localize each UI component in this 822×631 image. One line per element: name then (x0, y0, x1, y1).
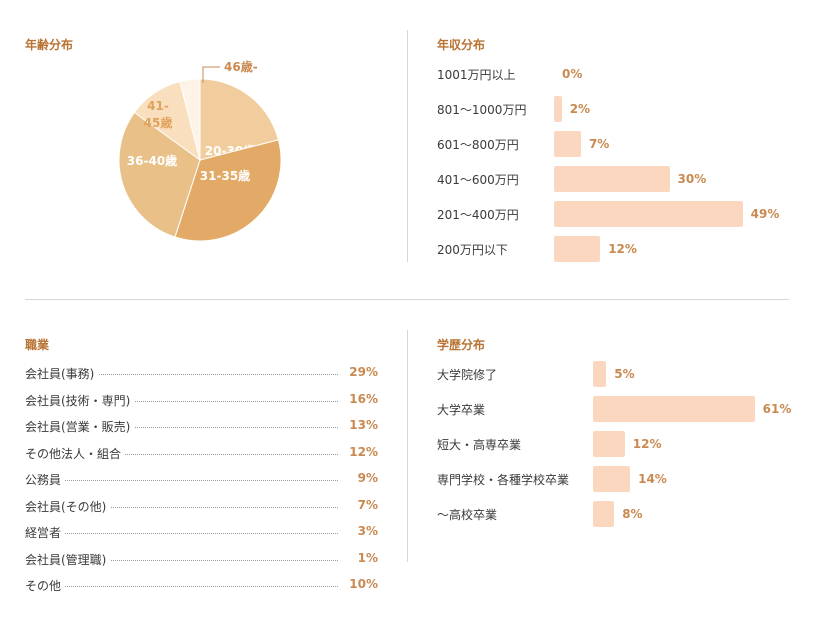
occupation-row: 会社員(管理職) 1% (25, 550, 378, 569)
occupation-label: 会社員(管理職) (25, 550, 111, 568)
dotted-leader (25, 480, 338, 481)
bar-category-label: 専門学校・各種学校卒業 (437, 473, 570, 487)
bar-row: 大学院修了 5% (437, 361, 797, 387)
bar-row: 401～600万円 30% (437, 166, 797, 192)
bar-row: 200万円以下 12% (437, 236, 797, 262)
bar-row: 1001万円以上 0% (437, 61, 797, 87)
pie-slice-label: 46歳- (224, 59, 258, 74)
occupation-row: その他 10% (25, 577, 378, 595)
pie-slice-label: 31-35歳 (200, 168, 250, 183)
bar-category-label: 200万円以下 (437, 243, 508, 257)
bar (593, 466, 631, 492)
bar (593, 501, 615, 527)
bar-value-label: 12% (608, 242, 637, 256)
bar (554, 166, 670, 192)
bar (593, 431, 625, 457)
bar-row: 801～1000万円 2% (437, 96, 797, 122)
bar-category-label: 短大・高専卒業 (437, 438, 522, 452)
bar (554, 236, 601, 262)
horizontal-divider (25, 299, 789, 300)
vertical-divider-top (407, 30, 408, 262)
bar-category-label: 801～1000万円 (437, 103, 527, 117)
bar-value-label: 5% (614, 367, 635, 381)
bar-category-label: 大学卒業 (437, 403, 486, 417)
occupation-label: 公務員 (25, 471, 66, 488)
bar-category-label: 201～400万円 (437, 208, 519, 222)
bar-category-label: 1001万円以上 (437, 68, 516, 82)
income-section-title: 年収分布 (437, 38, 486, 52)
dotted-leader (25, 559, 338, 561)
occupation-value: 12% (343, 444, 378, 459)
occupation-label: 会社員(営業・販売) (25, 418, 135, 435)
occupation-row: 会社員(その他) 7% (25, 497, 378, 516)
occupation-row: 経営者 3% (25, 524, 378, 542)
bar-row: 201～400万円 49% (437, 201, 797, 227)
occupation-row: 会社員(事務) 29% (25, 365, 378, 383)
occupation-label: 会社員(技術・専門) (25, 391, 135, 409)
occupation-value: 1% (351, 550, 378, 565)
bar-row: 専門学校・各種学校卒業 14% (437, 466, 797, 492)
pie-leader-line (202, 66, 220, 83)
vertical-divider-bottom (407, 330, 408, 562)
occupation-value: 13% (343, 418, 378, 432)
occupation-value: 3% (351, 524, 378, 538)
pie-slice-label: 41-45歳 (144, 99, 173, 130)
bar-category-label: 大学院修了 (437, 368, 498, 382)
dotted-leader (25, 427, 338, 428)
bar-value-label: 49% (750, 207, 780, 221)
occupation-label: 経営者 (25, 524, 66, 541)
occupation-label: 会社員(事務) (25, 365, 99, 382)
occupation-label: その他 (25, 577, 66, 594)
bar (554, 131, 581, 157)
bar (593, 361, 607, 387)
bar-value-label: 0% (562, 67, 583, 81)
pie-slice (179, 78, 201, 161)
pie-slice (199, 78, 280, 161)
occupation-section-title: 職業 (25, 338, 50, 352)
occupation-value: 10% (343, 577, 378, 591)
bar-category-label: ～高校卒業 (437, 508, 498, 522)
bar-row: ～高校卒業 8% (437, 501, 797, 527)
bar-value-label: 61% (762, 402, 792, 416)
education-section-title: 学歴分布 (437, 338, 486, 352)
occupation-value: 9% (351, 471, 378, 485)
pie-slice-label: 36-40歳 (127, 153, 177, 168)
bar-category-label: 601～800万円 (437, 138, 519, 152)
occupation-label: その他法人・組合 (25, 444, 126, 462)
dotted-leader (25, 453, 338, 455)
bar (554, 201, 743, 227)
dotted-leader (25, 533, 338, 534)
bar (554, 96, 562, 122)
dotted-leader (25, 586, 338, 587)
bar-category-label: 401～600万円 (437, 173, 519, 187)
occupation-value: 16% (343, 391, 378, 406)
occupation-row: 公務員 9% (25, 471, 378, 489)
age-section-title: 年齢分布 (25, 38, 74, 52)
dotted-leader (25, 506, 338, 508)
bar-value-label: 12% (632, 437, 662, 451)
occupation-value: 7% (351, 497, 378, 512)
bar-row: 大学卒業 61% (437, 396, 797, 422)
bar-row: 短大・高専卒業 12% (437, 431, 797, 457)
occupation-row: 会社員(技術・専門) 16% (25, 391, 378, 410)
pie-slice (118, 111, 201, 238)
occupation-row: その他法人・組合 12% (25, 444, 378, 463)
bar-value-label: 8% (622, 507, 643, 521)
bar-value-label: 14% (638, 472, 667, 486)
dotted-leader (25, 400, 338, 402)
occupation-value: 29% (343, 365, 378, 379)
bar-row: 601～800万円 7% (437, 131, 797, 157)
occupation-label: 会社員(その他) (25, 497, 111, 515)
bar-value-label: 30% (677, 172, 707, 186)
dotted-leader (25, 374, 338, 375)
pie-slice (174, 139, 282, 242)
bar-value-label: 2% (569, 102, 591, 116)
bar-value-label: 7% (588, 137, 610, 151)
occupation-row: 会社員(営業・販売) 13% (25, 418, 378, 436)
bar (593, 396, 755, 422)
